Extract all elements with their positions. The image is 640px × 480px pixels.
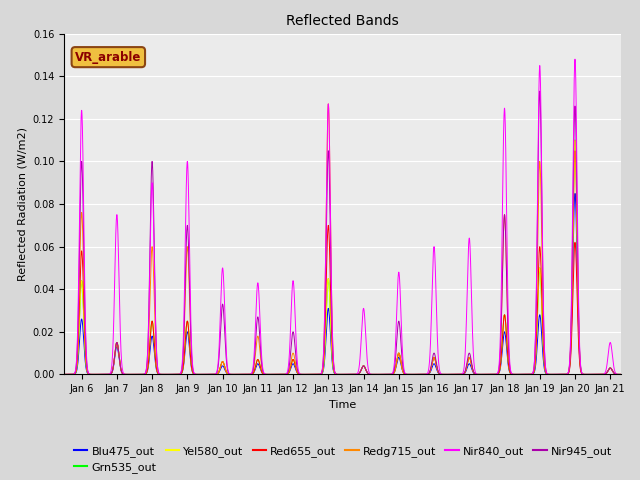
Legend: Blu475_out, Grn535_out, Yel580_out, Red655_out, Redg715_out, Nir840_out, Nir945_: Blu475_out, Grn535_out, Yel580_out, Red6… [70,441,617,478]
Y-axis label: Reflected Radiation (W/m2): Reflected Radiation (W/m2) [17,127,28,281]
Title: Reflected Bands: Reflected Bands [286,14,399,28]
Text: VR_arable: VR_arable [75,51,141,64]
X-axis label: Time: Time [329,400,356,409]
